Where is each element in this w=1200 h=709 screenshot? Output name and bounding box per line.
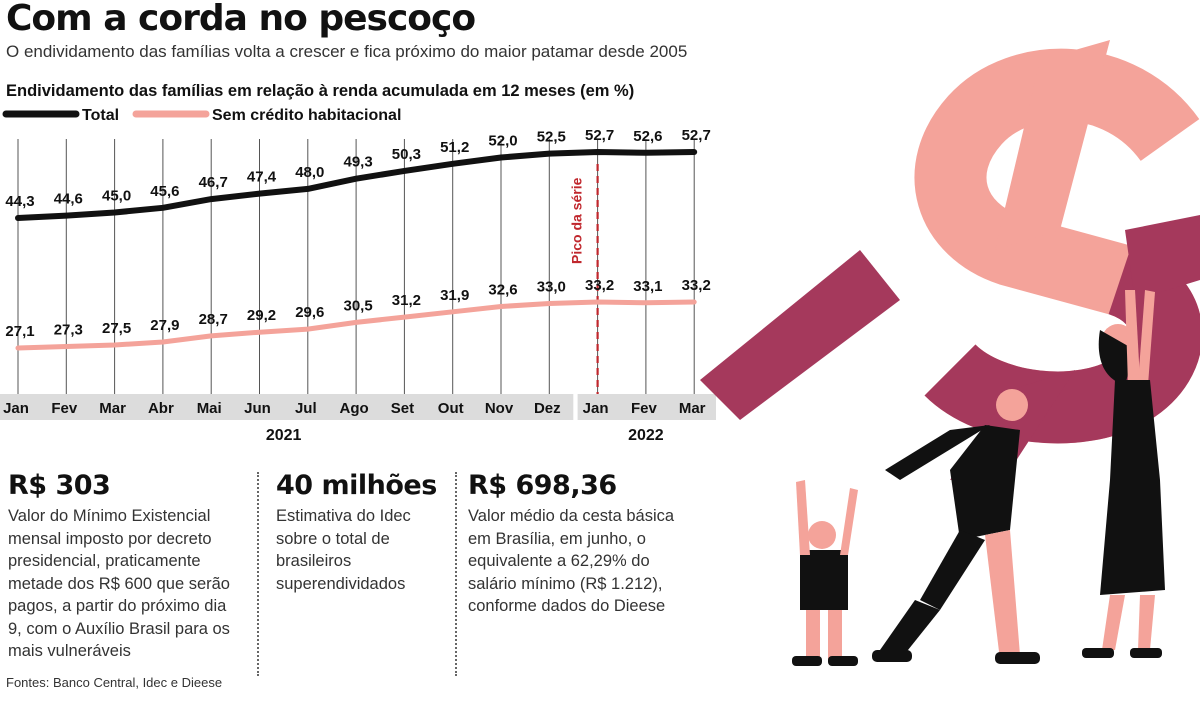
stat-description: Valor médio da cesta básica em Brasília,… xyxy=(468,507,675,615)
headline: Com a corda no pescoço xyxy=(6,0,476,39)
x-axis-band: Jan Fev Mar Abr Mai Jun Jul Ago Set Out Nov Dez Jan F… xyxy=(0,394,716,444)
chart-legend: Total Sem crédito habitacional xyxy=(2,107,401,124)
data-label: 27,1 xyxy=(5,323,34,340)
x-tick-label: Jan xyxy=(583,400,609,417)
data-label: 52,7 xyxy=(682,127,711,144)
chart-data-labels: 44,3 44,6 45,0 45,6 46,7 47,4 48,0 49,3 50,3 51,2… xyxy=(5,127,710,340)
x-tick-label: Abr xyxy=(148,400,174,417)
stat-divider xyxy=(257,472,259,676)
data-label: 32,6 xyxy=(488,282,517,299)
data-label: 29,6 xyxy=(295,304,324,321)
data-label: 31,2 xyxy=(392,292,421,309)
data-label: 28,7 xyxy=(199,311,228,328)
data-label: 46,7 xyxy=(199,174,228,191)
data-label: 51,2 xyxy=(440,139,469,156)
year-label: 2022 xyxy=(628,427,664,444)
data-label: 52,0 xyxy=(488,133,517,150)
legend-label: Sem crédito habitacional xyxy=(212,107,401,124)
x-tick-label: Jun xyxy=(244,400,271,417)
dollar-bar-top xyxy=(995,40,1110,250)
data-label: 49,3 xyxy=(343,154,372,171)
sources-footnote: Fontes: Banco Central, Idec e Dieese xyxy=(6,675,223,690)
chart-series: Pico da série xyxy=(15,149,698,394)
x-tick-label: Mar xyxy=(679,400,706,417)
x-tick-label: Jan xyxy=(3,400,29,417)
data-label: 30,5 xyxy=(343,297,372,314)
x-tick-label: Fev xyxy=(51,400,78,417)
chart-grid xyxy=(17,139,695,394)
data-label: 45,0 xyxy=(102,188,131,205)
data-label: 50,3 xyxy=(392,146,421,163)
data-label: 33,2 xyxy=(585,277,614,294)
man-figure xyxy=(872,389,1040,664)
data-label: 31,9 xyxy=(440,287,469,304)
data-label: 52,6 xyxy=(633,128,662,145)
stat-description: Estimativa do Idec sobre o total de bras… xyxy=(276,507,411,593)
stat-description: Valor do Mínimo Existencial mensal impos… xyxy=(8,507,230,660)
x-tick-label: Nov xyxy=(485,400,514,417)
stat-divider xyxy=(455,472,457,676)
stat-cesta-basica: R$ 698,36 Valor médio da cesta básica em… xyxy=(468,470,683,618)
debt-line-chart: Endividamento das famílias em relação à … xyxy=(0,82,716,444)
data-label: 52,5 xyxy=(537,129,566,146)
data-label: 27,3 xyxy=(54,321,83,338)
axis-band-segment xyxy=(577,394,716,420)
x-tick-label: Set xyxy=(391,400,414,417)
stat-minimo-existencial: R$ 303 Valor do Mínimo Existencial mensa… xyxy=(8,470,240,663)
data-label: 48,0 xyxy=(295,164,324,181)
dollar-right-arm xyxy=(1125,215,1200,300)
subtitle: O endividamento das famílias volta a cre… xyxy=(6,42,688,61)
data-label: 33,1 xyxy=(633,278,662,295)
x-tick-label: Mai xyxy=(197,400,222,417)
data-label: 52,7 xyxy=(585,127,614,144)
data-label: 27,9 xyxy=(150,317,179,334)
year-label: 2021 xyxy=(266,427,302,444)
dollar-left-arm xyxy=(700,250,900,420)
woman-figure xyxy=(1082,290,1165,658)
stat-value: R$ 303 xyxy=(8,470,111,501)
x-tick-label: Fev xyxy=(631,400,658,417)
stat-value: R$ 698,36 xyxy=(468,470,617,501)
dollar-sign-burden-illustration xyxy=(700,40,1200,666)
x-tick-label: Jul xyxy=(295,400,317,417)
x-tick-label: Out xyxy=(438,400,464,417)
data-label: 29,2 xyxy=(247,307,276,324)
stat-value: 40 milhões xyxy=(276,470,437,501)
stat-superendividados: 40 milhões Estimativa do Idec sobre o to… xyxy=(276,470,441,595)
data-label: 44,3 xyxy=(5,193,34,210)
x-tick-label: Mar xyxy=(99,400,126,417)
data-label: 33,2 xyxy=(682,277,711,294)
data-label: 45,6 xyxy=(150,183,179,200)
data-label: 44,6 xyxy=(54,191,83,208)
peak-annotation: Pico da série xyxy=(569,177,585,264)
x-tick-label: Dez xyxy=(534,400,561,417)
data-label: 33,0 xyxy=(537,279,566,296)
legend-label: Total xyxy=(82,107,119,124)
child-figure xyxy=(792,480,858,666)
data-label: 27,5 xyxy=(102,320,131,337)
x-tick-label: Ago xyxy=(340,400,369,417)
chart-title: Endividamento das famílias em relação à … xyxy=(6,82,634,100)
axis-band-segment xyxy=(0,394,574,420)
data-label: 47,4 xyxy=(247,169,277,186)
